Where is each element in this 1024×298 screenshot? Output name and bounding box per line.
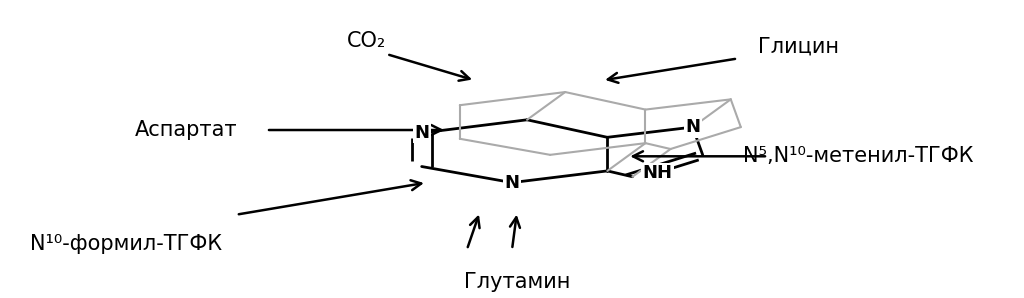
Text: NH: NH	[642, 164, 673, 182]
Text: N: N	[685, 118, 700, 136]
Text: Глутамин: Глутамин	[464, 272, 570, 292]
Text: CO₂: CO₂	[347, 31, 386, 51]
Text: Аспартат: Аспартат	[134, 120, 238, 140]
Text: N⁵,N¹⁰-метенил-ТГФК: N⁵,N¹⁰-метенил-ТГФК	[743, 146, 974, 166]
Text: Глицин: Глицин	[758, 37, 839, 57]
Text: N: N	[414, 124, 429, 142]
Text: N¹⁰-формил-ТГФК: N¹⁰-формил-ТГФК	[30, 234, 222, 254]
Text: N: N	[505, 173, 519, 192]
